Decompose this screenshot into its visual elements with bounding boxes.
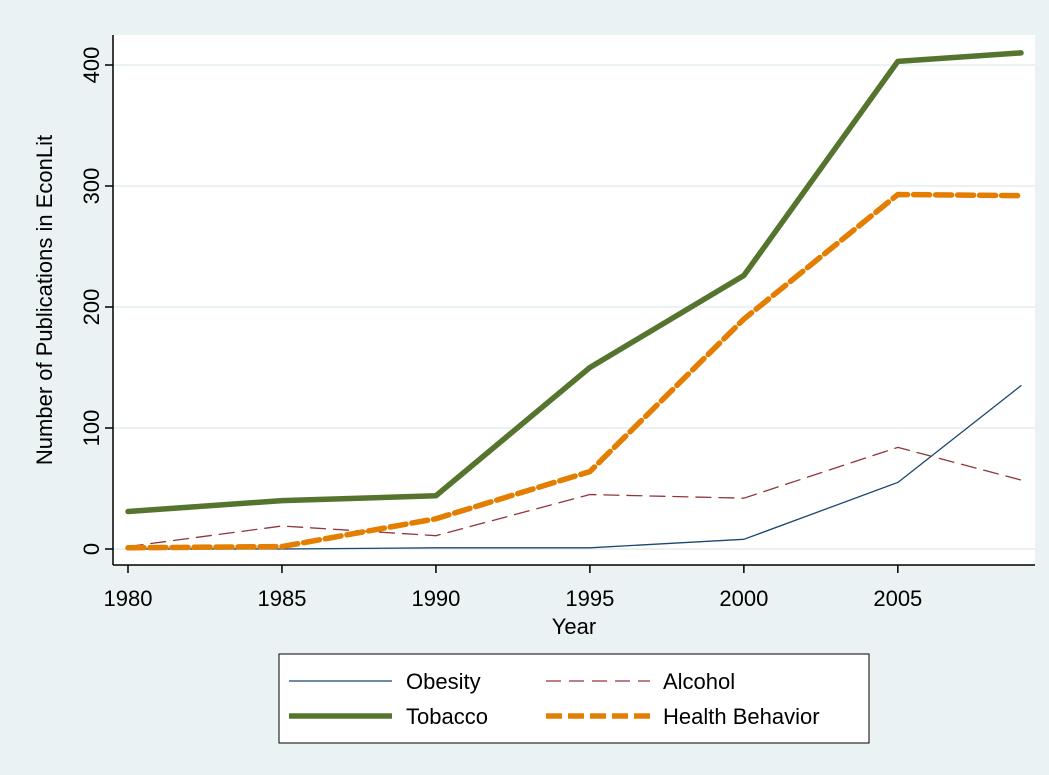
y-axis-title: Number of Publications in EconLit [32, 135, 57, 465]
legend-label-obesity: Obesity [406, 669, 481, 694]
y-tick-label-100: 100 [79, 410, 104, 447]
x-tick-label-1990: 1990 [411, 586, 460, 611]
series-line-alcohol [127, 446, 1022, 548]
x-tick-label-1980: 1980 [104, 586, 153, 611]
legend-box [278, 653, 870, 744]
x-tick-label-1985: 1985 [257, 586, 306, 611]
x-tick-label-2005: 2005 [873, 586, 922, 611]
legend: Obesity Alcohol Tobacco Health Behavior [278, 653, 870, 744]
series-lines [125, 50, 1024, 551]
x-axis-ticks: 1980 1985 1990 1995 2000 2005 [104, 565, 922, 611]
y-tick-label-200: 200 [79, 289, 104, 326]
plot-area [113, 35, 1035, 565]
legend-label-health-behavior: Health Behavior [663, 704, 820, 729]
y-tick-label-300: 300 [79, 168, 104, 205]
legend-label-tobacco: Tobacco [406, 704, 488, 729]
x-tick-label-1995: 1995 [565, 586, 614, 611]
y-tick-label-0: 0 [79, 543, 104, 555]
series-line-health-behavior [125, 191, 1024, 551]
y-axis-ticks: 0 100 200 300 400 [79, 47, 113, 555]
series-line-tobacco [125, 50, 1024, 515]
legend-label-alcohol: Alcohol [663, 669, 735, 694]
y-tick-label-400: 400 [79, 47, 104, 84]
x-axis-title: Year [552, 614, 596, 639]
x-tick-label-2000: 2000 [719, 586, 768, 611]
